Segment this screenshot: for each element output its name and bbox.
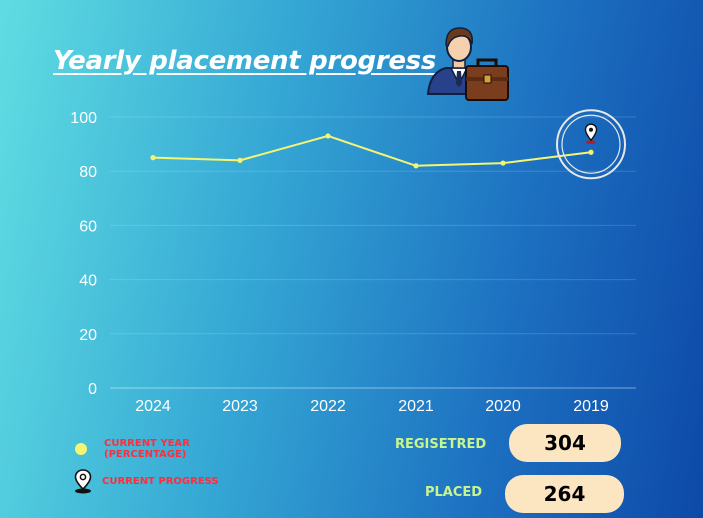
data-point bbox=[237, 157, 243, 163]
legend-label: CURRENT YEAR (PERCENTAGE) bbox=[104, 438, 190, 460]
data-point bbox=[150, 155, 156, 161]
x-tick-label: 2024 bbox=[135, 398, 171, 415]
legend-item-current-progress: CURRENT PROGRESS bbox=[73, 468, 219, 494]
location-pin-icon bbox=[74, 469, 92, 494]
legend-label-line2: (PERCENTAGE) bbox=[104, 449, 187, 460]
data-point bbox=[588, 149, 594, 155]
registered-value: 304 bbox=[509, 424, 621, 462]
data-point bbox=[413, 163, 419, 169]
y-tick-label: 0 bbox=[88, 381, 97, 398]
data-point bbox=[325, 133, 331, 139]
y-tick-label: 60 bbox=[79, 218, 97, 235]
yellow-dot-icon bbox=[75, 443, 87, 455]
y-tick-label: 100 bbox=[70, 110, 97, 127]
series-line bbox=[152, 134, 592, 167]
data-point bbox=[500, 160, 506, 166]
x-tick-label: 2020 bbox=[485, 398, 521, 415]
legend-label: CURRENT PROGRESS bbox=[102, 475, 219, 487]
location-pin-icon bbox=[584, 123, 598, 145]
y-tick-label: 20 bbox=[79, 327, 97, 344]
registered-label: REGISETRED bbox=[395, 437, 487, 452]
highlight-ring bbox=[556, 109, 626, 180]
legend-item-current-year: CURRENT YEAR (PERCENTAGE) bbox=[75, 438, 190, 460]
y-tick-label: 80 bbox=[79, 164, 97, 181]
y-tick-label: 40 bbox=[79, 273, 97, 290]
placed-label: PLACED bbox=[425, 485, 483, 500]
legend-label-line1: CURRENT YEAR bbox=[104, 438, 190, 449]
x-tick-label: 2021 bbox=[398, 398, 434, 415]
x-tick-label: 2023 bbox=[222, 398, 258, 415]
placed-value: 264 bbox=[505, 475, 624, 513]
page-title: Yearly placement progress bbox=[53, 46, 437, 76]
x-tick-label: 2022 bbox=[310, 398, 346, 415]
businessman-with-briefcase-icon bbox=[426, 27, 509, 101]
x-tick-label: 2019 bbox=[573, 398, 609, 415]
